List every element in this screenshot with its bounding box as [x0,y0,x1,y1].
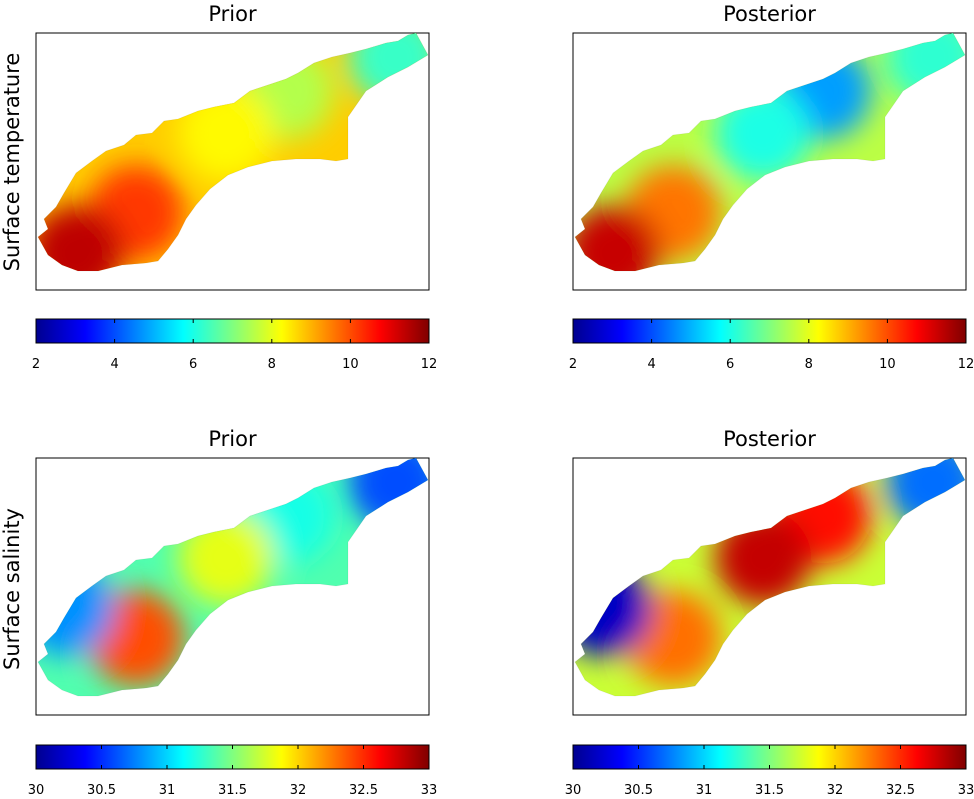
colorbar-tick-label: 33 [958,783,974,798]
colorbar-tick-label: 8 [268,357,276,372]
coastline [574,457,966,697]
region-southwest-estuary [575,205,661,271]
colorbar-tick-label: 6 [189,357,197,372]
panel-temperature-posterior: Posterior 2 4 6 8 10 12 [569,2,974,372]
colorbar-tick-label: 10 [342,357,359,372]
panel-temperature-prior: Prior 2 4 6 8 10 12 [32,2,438,372]
colorbar-tick-label: 2 [569,357,577,372]
colorbar-tick-label: 4 [647,357,655,372]
panel-salinity-prior: Prior 30 30.5 31 31.5 32 32.5 33 [28,427,438,798]
colorbar-tick-label: 8 [805,357,813,372]
row-label-salinity: Surface salinity [0,508,24,670]
panel-title: Posterior [723,2,816,26]
colorbar-tick-label: 31.5 [218,783,247,798]
colorbar-tick-label: 4 [110,357,118,372]
row-label-temperature: Surface temperature [0,53,24,272]
colorbar-tick-label: 32.5 [886,783,915,798]
coastline [574,32,966,272]
colorbar [35,318,430,344]
colorbar-tick-label: 31 [159,783,176,798]
coastline [37,457,429,697]
colorbar-tick-label: 32 [827,783,844,798]
colorbar-tick-label: 33 [421,783,438,798]
colorbar-tick-label: 2 [32,357,40,372]
panel-title: Posterior [723,427,816,451]
region-southwest-estuary [38,205,124,271]
colorbar-tick-label: 12 [958,357,974,372]
panel-title: Prior [208,427,257,451]
colorbar-tick-label: 6 [726,357,734,372]
colorbar-tick-label: 30.5 [87,783,116,798]
colorbar-tick-label: 31 [696,783,713,798]
colorbar-tick-label: 31.5 [755,783,784,798]
panel-title: Prior [208,2,257,26]
colorbar-tick-label: 32 [290,783,307,798]
colorbar-tick-label: 10 [879,357,896,372]
colorbar [572,318,967,344]
coastline [37,32,429,272]
colorbar-tick-label: 30 [565,783,582,798]
colorbar-tick-label: 30 [28,783,45,798]
colorbar-tick-label: 12 [421,357,438,372]
panel-salinity-posterior: Posterior 30 30.5 31 31.5 32 32.5 33 [565,427,974,798]
colorbar-tick-label: 30.5 [624,783,653,798]
colorbar-tick-label: 32.5 [349,783,378,798]
